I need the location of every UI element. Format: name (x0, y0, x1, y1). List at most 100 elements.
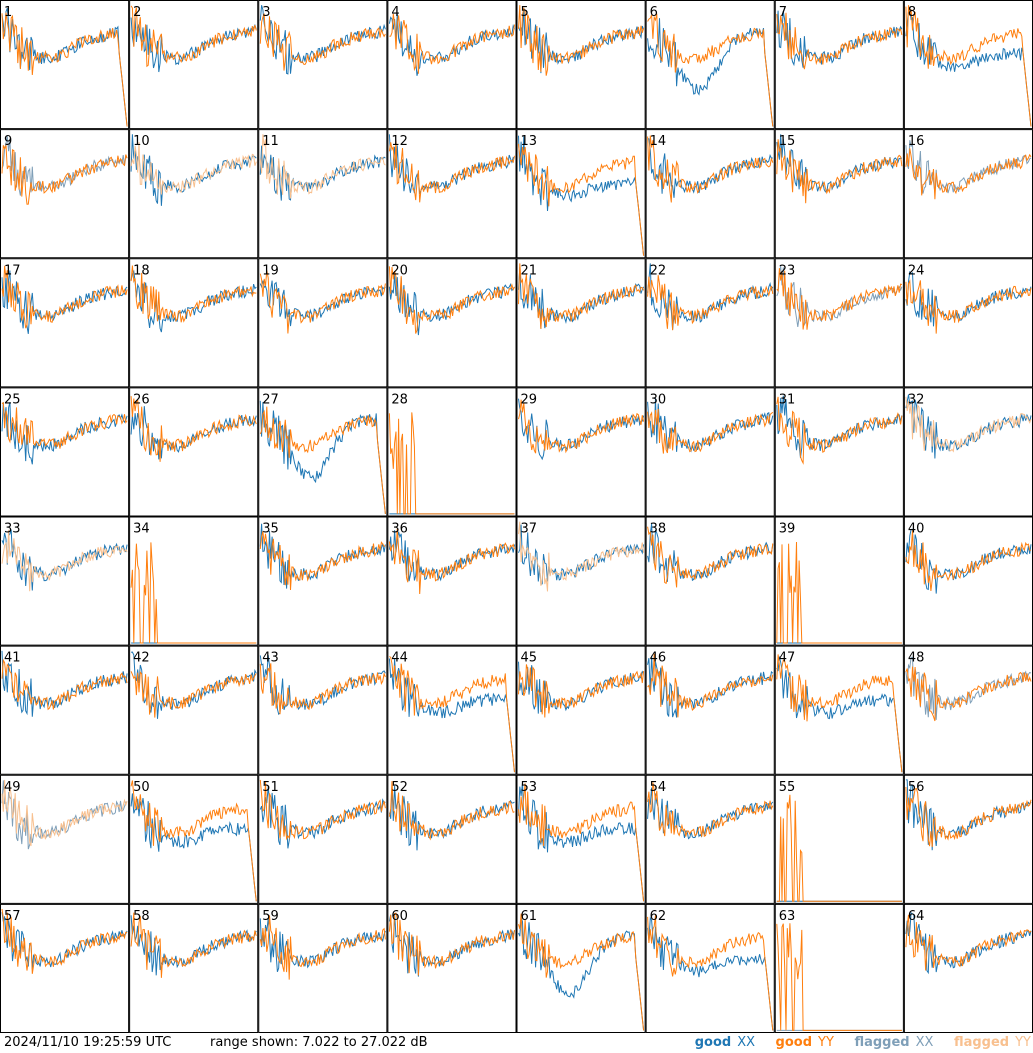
panel-label-18: 18 (133, 263, 150, 278)
panel-19: 19 (258, 258, 388, 388)
series-yy-31 (776, 396, 903, 465)
panel-label-14: 14 (650, 134, 667, 149)
footer: 2024/11/10 19:25:59 UTC range shown: 7.0… (0, 1033, 1033, 1053)
panel-label-1: 1 (4, 5, 12, 20)
panel-label-49: 49 (4, 780, 21, 795)
series-xx-44 (388, 658, 515, 773)
panel-9: 9 (0, 129, 130, 259)
panel-54: 54 (645, 774, 775, 904)
series-yy-56 (905, 786, 1032, 848)
series-yy-64 (905, 914, 1032, 971)
series-xx-38 (647, 523, 774, 582)
panel-59: 59 (258, 903, 388, 1033)
panel-38: 38 (645, 516, 775, 646)
panel-label-31: 31 (779, 392, 796, 407)
series-yy-54 (647, 782, 774, 837)
panel-label-55: 55 (779, 780, 796, 795)
panel-57: 57 (0, 903, 130, 1033)
panel-47: 47 (774, 645, 904, 775)
panel-10: 10 (129, 129, 259, 259)
panel-23: 23 (774, 258, 904, 388)
panel-label-45: 45 (521, 651, 538, 666)
panel-label-13: 13 (521, 134, 538, 149)
panel-label-21: 21 (521, 263, 538, 278)
panel-45: 45 (516, 645, 646, 775)
series-yy-6 (647, 13, 774, 127)
panel-18: 18 (129, 258, 259, 388)
timestamp: 2024/11/10 19:25:59 UTC (4, 1035, 172, 1050)
panel-8: 8 (903, 0, 1033, 130)
panel-label-5: 5 (521, 5, 529, 20)
series-xx-62 (647, 916, 774, 1031)
series-yy-22 (647, 275, 774, 331)
panel-11: 11 (258, 129, 388, 259)
series-yy-28 (388, 412, 515, 515)
panel-label-53: 53 (521, 780, 538, 795)
series-yy-58 (130, 912, 257, 978)
series-yy-1 (1, 12, 128, 127)
panel-label-36: 36 (391, 522, 408, 537)
panel-36: 36 (387, 516, 517, 646)
series-yy-45 (518, 664, 645, 718)
panel-34: 34 (129, 516, 259, 646)
series-yy-43 (259, 663, 386, 715)
series-yy-42 (130, 671, 257, 718)
panel-label-61: 61 (521, 909, 538, 924)
series-yy-52 (388, 781, 515, 841)
panel-28: 28 (387, 387, 517, 517)
panel-label-27: 27 (262, 392, 279, 407)
series-yy-25 (1, 401, 128, 449)
series-yy-23 (776, 268, 903, 330)
series-yy-3 (259, 13, 386, 71)
series-yy-44 (389, 656, 515, 773)
series-yy-55 (776, 794, 902, 902)
series-yy-51 (259, 779, 386, 841)
series-yy-38 (647, 526, 774, 588)
series-yy-27 (259, 406, 386, 514)
series-yy-10 (130, 141, 257, 195)
series-xx-22 (647, 263, 774, 330)
series-yy-19 (259, 270, 386, 334)
panel-60: 60 (387, 903, 517, 1033)
series-xx-29 (518, 398, 645, 461)
series-yy-60 (388, 912, 515, 976)
series-yy-29 (518, 399, 645, 454)
panel-12: 12 (387, 129, 517, 259)
legend-good-xx: good XX (694, 1035, 756, 1050)
series-yy-34 (130, 542, 257, 644)
panel-label-37: 37 (521, 522, 538, 537)
series-yy-48 (905, 666, 1032, 722)
panel-label-40: 40 (908, 522, 925, 537)
series-xx-47 (776, 656, 903, 773)
panel-label-17: 17 (4, 263, 21, 278)
panel-5: 5 (516, 0, 646, 130)
panel-label-10: 10 (133, 134, 150, 149)
panel-label-60: 60 (391, 909, 408, 924)
series-xx-7 (776, 10, 903, 68)
series-yy-40 (905, 530, 1032, 591)
series-xx-53 (518, 782, 645, 902)
panel-label-32: 32 (908, 392, 925, 407)
panel-label-64: 64 (908, 909, 925, 924)
legend: good XX good YY flagged XX flagged YY (679, 1035, 1031, 1050)
panel-17: 17 (0, 258, 130, 388)
panel-40: 40 (903, 516, 1033, 646)
panel-label-35: 35 (262, 522, 279, 537)
series-yy-46 (647, 653, 774, 718)
panel-25: 25 (0, 387, 130, 517)
panel-label-54: 54 (650, 780, 667, 795)
range-text: range shown: 7.022 to 27.022 dB (210, 1035, 428, 1050)
panel-label-8: 8 (908, 5, 916, 20)
panel-43: 43 (258, 645, 388, 775)
panel-30: 30 (645, 387, 775, 517)
series-yy-13 (518, 143, 645, 256)
panel-label-57: 57 (4, 909, 21, 924)
panel-2: 2 (129, 0, 259, 130)
legend-flagged-yy: flagged YY (953, 1035, 1031, 1050)
panel-20: 20 (387, 258, 517, 388)
panel-48: 48 (903, 645, 1033, 775)
panel-51: 51 (258, 774, 388, 904)
series-yy-36 (388, 528, 515, 595)
panel-label-59: 59 (262, 909, 279, 924)
panel-label-48: 48 (908, 651, 925, 666)
